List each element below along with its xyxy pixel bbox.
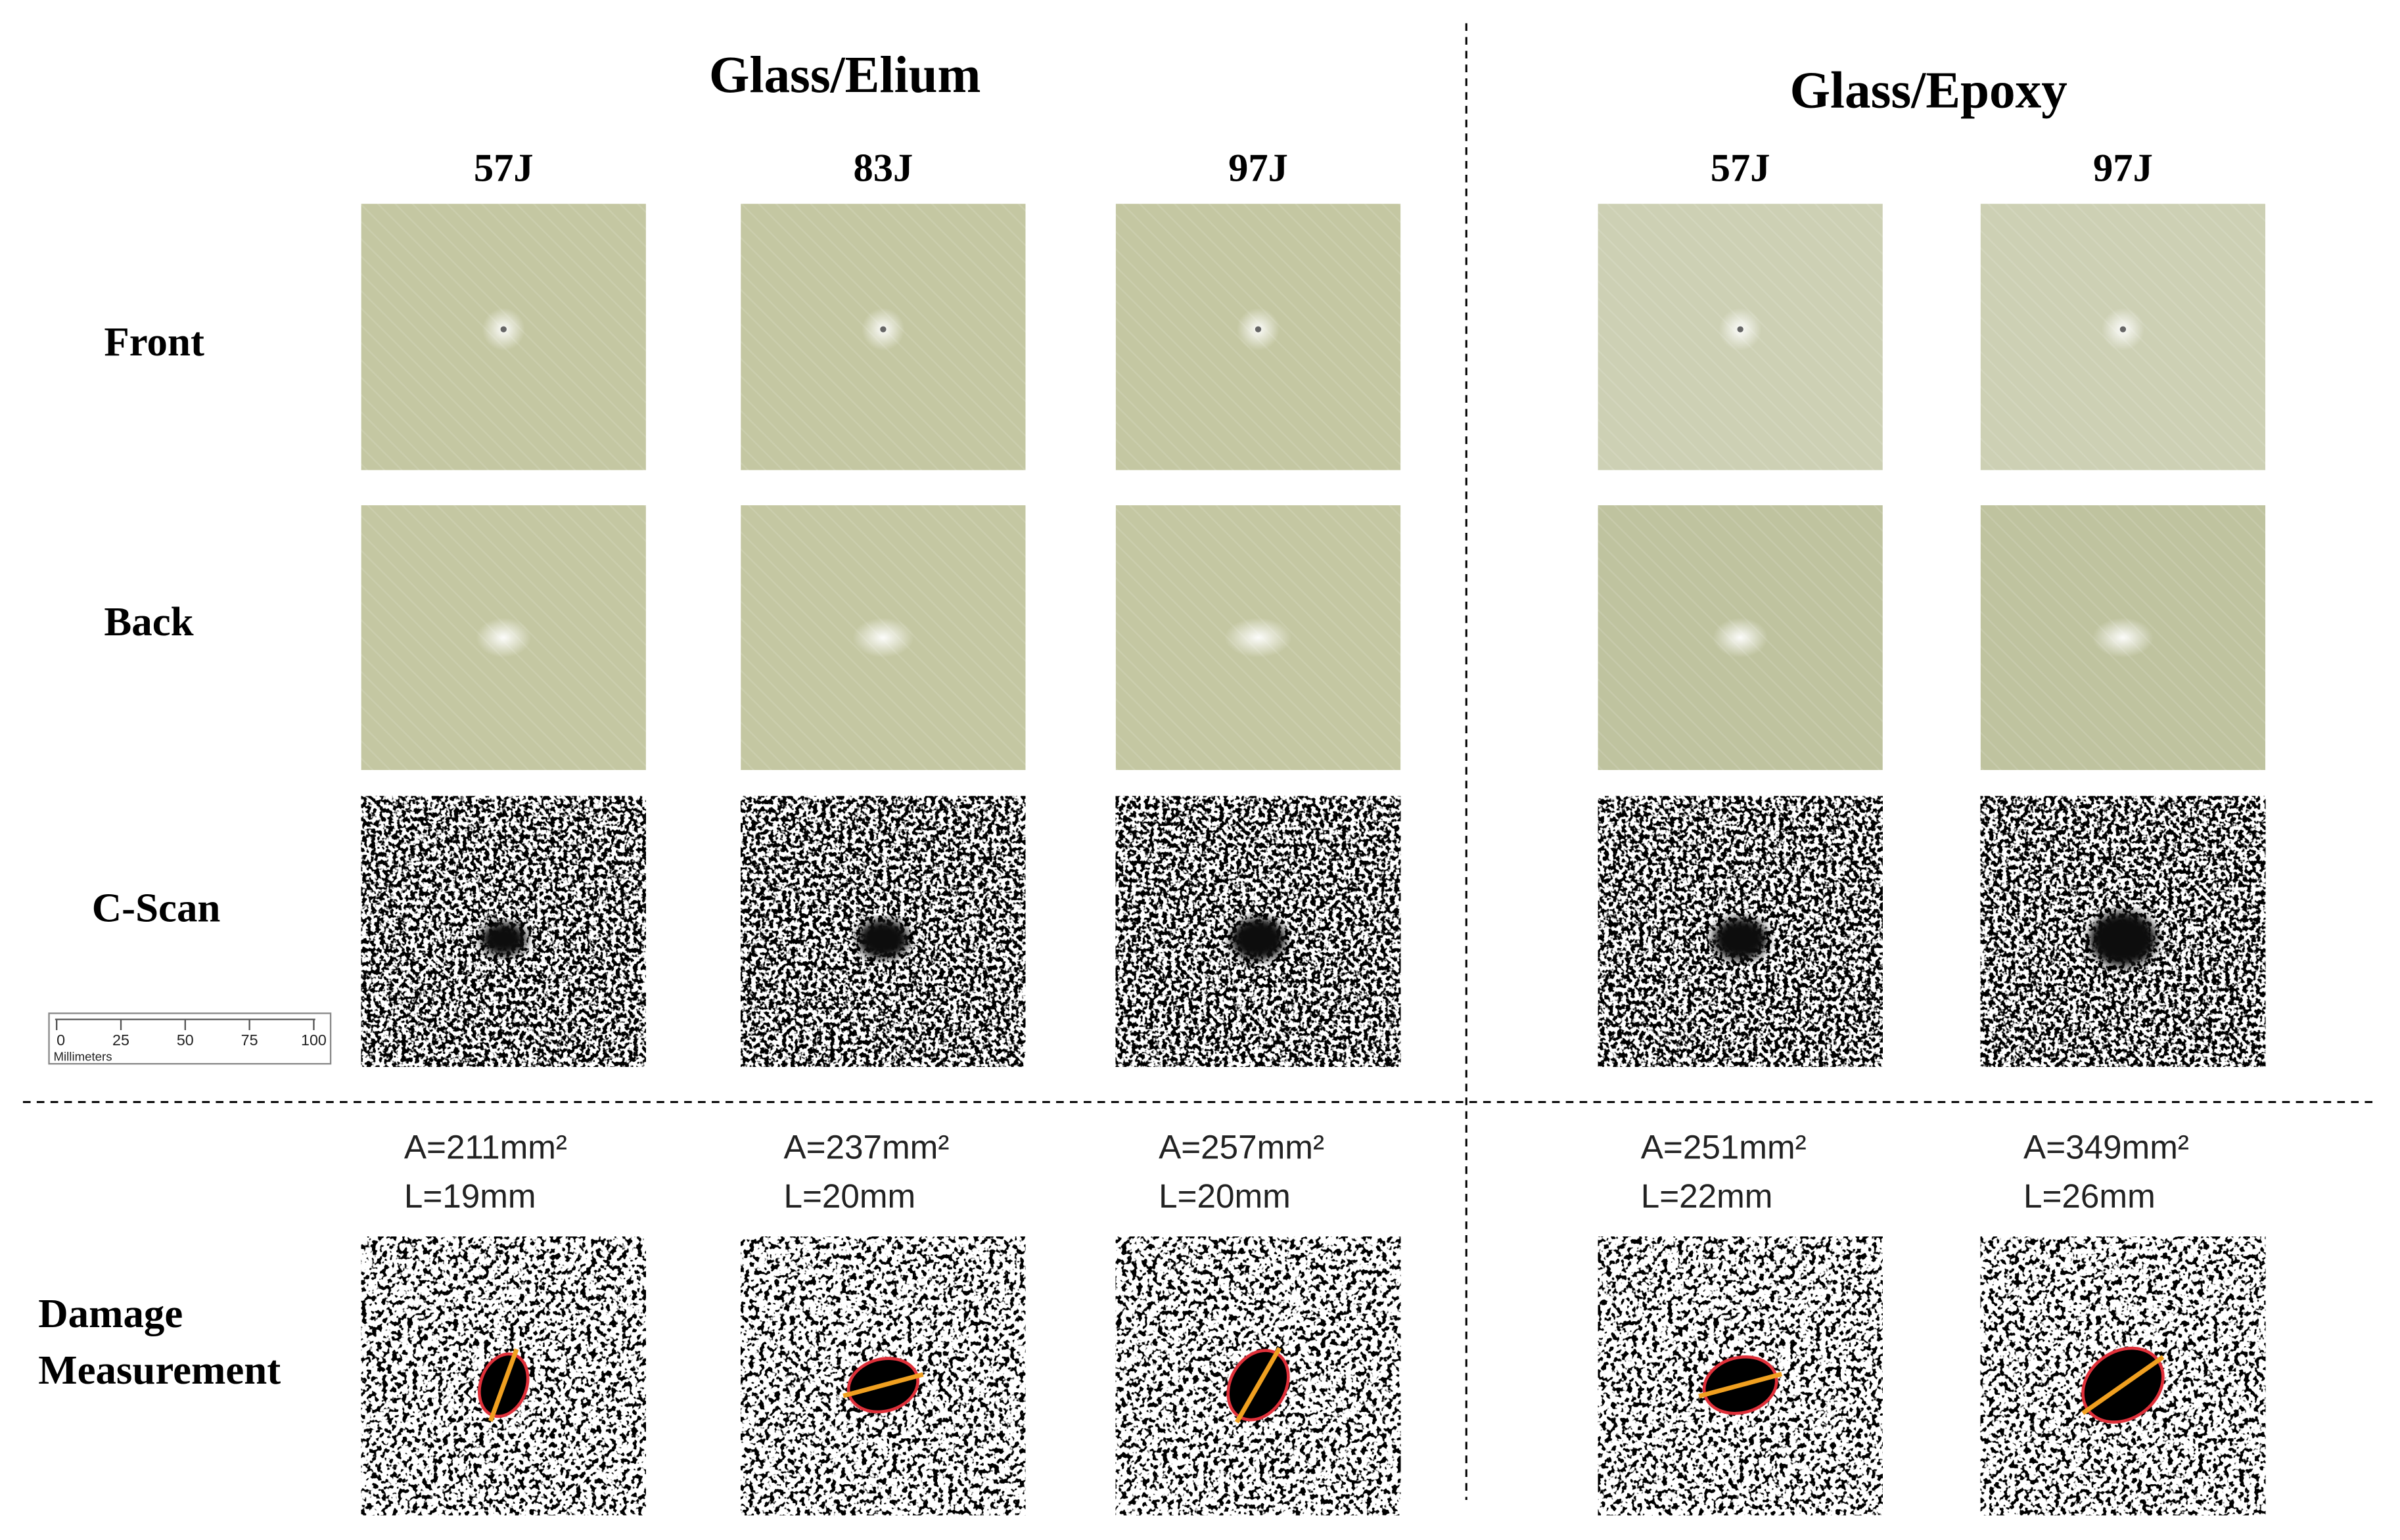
damage-length	[842, 1372, 924, 1398]
impact-dot	[1737, 326, 1743, 332]
energy-label: 57J	[1711, 146, 1770, 190]
damage-spot	[476, 618, 532, 658]
group-title: Glass/Epoxy	[1789, 62, 2067, 120]
c-scan-damage	[1230, 917, 1286, 961]
scale-tick-label: 0	[57, 1031, 65, 1049]
damage-spot	[852, 618, 914, 658]
row-label: Damage	[38, 1290, 183, 1336]
row-label: Back	[104, 599, 193, 645]
energy-label: 57J	[474, 146, 534, 190]
length-label: L=26mm	[2023, 1177, 2156, 1215]
damage-length	[1234, 1347, 1282, 1424]
c-scan-damage	[857, 919, 910, 959]
length-label: L=22mm	[1641, 1177, 1773, 1215]
impact-dot	[2119, 326, 2127, 332]
length-label: L=20mm	[1159, 1177, 1291, 1215]
energy-label: 83J	[853, 146, 913, 190]
c-scan-damage	[2089, 911, 2157, 967]
scale-tick-label: 50	[177, 1031, 194, 1049]
impact-dot	[500, 326, 507, 332]
area-label: A=257mm²	[1159, 1129, 1324, 1166]
energy-label: 97J	[2093, 146, 2153, 190]
scale-tick-label: 100	[301, 1031, 327, 1049]
damage-length	[488, 1348, 519, 1422]
damage-spot	[1713, 618, 1768, 658]
scale-tick-label: 25	[112, 1031, 129, 1049]
damage-length	[1698, 1372, 1783, 1399]
scale-tick-label: 75	[241, 1031, 258, 1049]
row-label: C-Scan	[92, 885, 221, 931]
impact-dot	[880, 326, 887, 332]
area-label: A=349mm²	[2023, 1129, 2189, 1166]
damage-spot	[2092, 618, 2154, 658]
scale-bar: 0 25 50 75 100 Millimeters	[48, 1012, 332, 1065]
area-label: A=237mm²	[783, 1129, 949, 1166]
row-label: Front	[104, 319, 204, 365]
damage-length	[2081, 1355, 2165, 1415]
impact-dot	[1255, 326, 1262, 332]
area-label: A=211mm²	[404, 1129, 567, 1166]
length-label: L=19mm	[404, 1177, 536, 1215]
group-title: Glass/Elium	[709, 46, 981, 104]
area-label: A=251mm²	[1641, 1129, 1807, 1166]
c-scan-damage	[1713, 917, 1768, 961]
c-scan-damage	[480, 922, 527, 956]
energy-label: 97J	[1228, 146, 1288, 190]
scale-unit: Millimeters	[54, 1050, 112, 1064]
length-label: L=20mm	[783, 1177, 915, 1215]
damage-spot	[1224, 618, 1292, 658]
row-label: Measurement	[38, 1347, 281, 1393]
